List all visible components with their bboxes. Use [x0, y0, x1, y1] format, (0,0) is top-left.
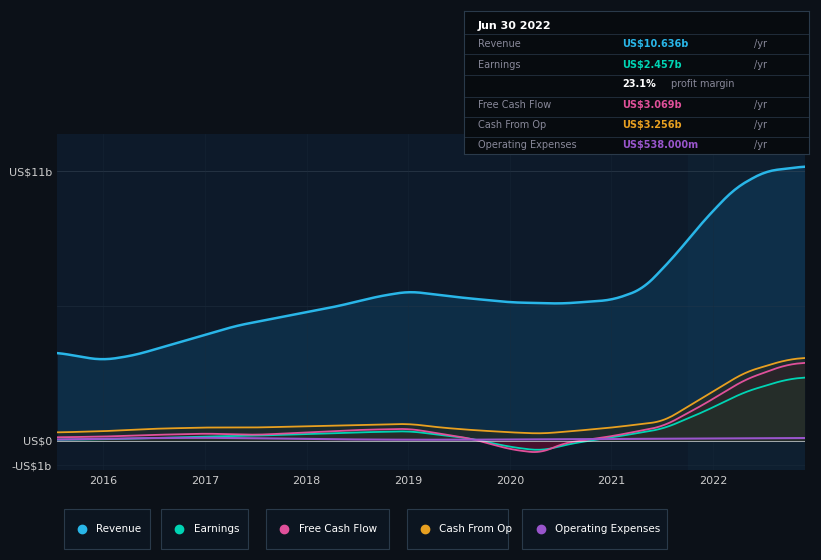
Text: Revenue: Revenue — [478, 39, 521, 49]
FancyBboxPatch shape — [64, 509, 150, 549]
Text: Cash From Op: Cash From Op — [439, 524, 512, 534]
FancyBboxPatch shape — [161, 509, 248, 549]
Text: Operating Expenses: Operating Expenses — [478, 141, 576, 151]
Text: Revenue: Revenue — [96, 524, 141, 534]
Text: US$3.256b: US$3.256b — [622, 120, 682, 130]
Text: Earnings: Earnings — [194, 524, 239, 534]
Text: Free Cash Flow: Free Cash Flow — [299, 524, 377, 534]
Bar — [688, 134, 805, 470]
Text: Free Cash Flow: Free Cash Flow — [478, 100, 551, 110]
Text: /yr: /yr — [754, 120, 767, 130]
Text: profit margin: profit margin — [671, 79, 734, 89]
Text: Operating Expenses: Operating Expenses — [555, 524, 660, 534]
Text: /yr: /yr — [754, 100, 767, 110]
Text: US$538.000m: US$538.000m — [622, 141, 699, 151]
Text: 23.1%: 23.1% — [622, 79, 656, 89]
Text: /yr: /yr — [754, 39, 767, 49]
Text: US$3.069b: US$3.069b — [622, 100, 682, 110]
Text: /yr: /yr — [754, 141, 767, 151]
FancyBboxPatch shape — [266, 509, 389, 549]
Text: Earnings: Earnings — [478, 60, 521, 70]
Text: /yr: /yr — [754, 60, 767, 70]
FancyBboxPatch shape — [407, 509, 508, 549]
FancyBboxPatch shape — [522, 509, 667, 549]
Text: Cash From Op: Cash From Op — [478, 120, 546, 130]
Text: US$2.457b: US$2.457b — [622, 60, 682, 70]
Text: Jun 30 2022: Jun 30 2022 — [478, 21, 551, 31]
Text: US$10.636b: US$10.636b — [622, 39, 689, 49]
